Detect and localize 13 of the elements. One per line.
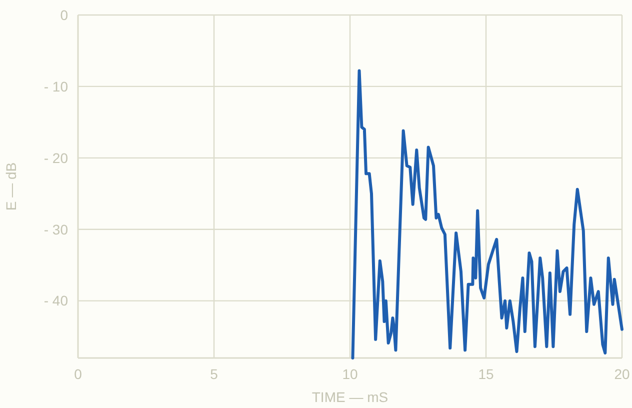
y-tick-label: - 10 bbox=[44, 78, 68, 94]
y-tick-label: - 20 bbox=[44, 150, 68, 166]
x-tick-label: 15 bbox=[478, 366, 494, 382]
x-tick-label: 10 bbox=[342, 366, 358, 382]
x-tick-label: 20 bbox=[614, 366, 630, 382]
y-tick-label: 0 bbox=[60, 6, 68, 23]
x-tick-label: 0 bbox=[74, 366, 82, 382]
x-axis-title: TIME — mS bbox=[312, 389, 388, 405]
x-tick-label: 5 bbox=[210, 366, 218, 382]
y-tick-label: - 30 bbox=[44, 221, 68, 238]
y-axis-title: E — dB bbox=[3, 162, 19, 211]
line-series bbox=[351, 69, 624, 360]
y-tick-label: - 40 bbox=[44, 292, 68, 309]
